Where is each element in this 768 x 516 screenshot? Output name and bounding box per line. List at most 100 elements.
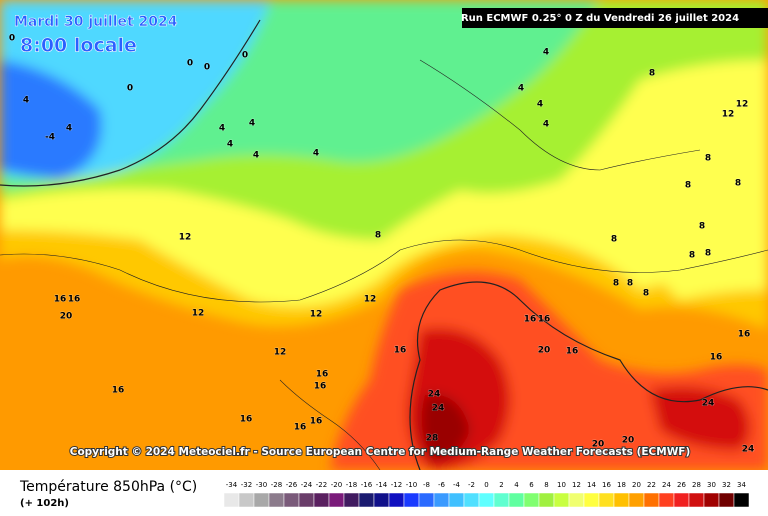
scale-label: 0 <box>484 481 488 489</box>
contour-label: 24 <box>742 445 755 455</box>
scale-swatch <box>268 492 285 508</box>
scale-swatch <box>313 492 330 508</box>
contour-label: 4 <box>249 119 255 129</box>
scale-label: -6 <box>438 481 446 489</box>
contour-label: 4 <box>313 149 319 159</box>
contour-label: 8 <box>613 279 619 289</box>
contour-label: 20 <box>622 436 635 446</box>
scale-swatch <box>523 492 540 508</box>
scale-label: -2 <box>468 481 475 489</box>
contour-label: 4 <box>537 100 543 110</box>
scale-swatch <box>403 492 420 508</box>
contour-label: 4 <box>219 124 225 134</box>
scale-label: -34 <box>226 481 238 489</box>
contour-label: 0 <box>127 84 133 94</box>
contour-label: 16 <box>710 353 723 363</box>
contour-label: 16 <box>54 295 67 305</box>
scale-label: -32 <box>241 481 252 489</box>
scale-swatch <box>283 492 300 508</box>
contour-label: 8 <box>643 289 649 299</box>
scale-label: -8 <box>423 481 430 489</box>
scale-swatch <box>643 492 660 508</box>
contour-label: 8 <box>611 235 617 245</box>
contour-label: 0 <box>187 59 193 69</box>
contour-label: 24 <box>702 399 715 409</box>
scale-label: 10 <box>557 481 566 489</box>
scale-label: -14 <box>376 481 388 489</box>
contour-label: 8 <box>705 154 711 164</box>
scale-swatch <box>328 492 345 508</box>
contour-label: 24 <box>428 390 441 400</box>
scale-swatch <box>613 492 630 508</box>
scale-label: -20 <box>331 481 342 489</box>
contour-label: 12 <box>310 310 323 320</box>
contour-label: 8 <box>689 251 695 261</box>
run-info: Run ECMWF 0.25° 0 Z du Vendredi 26 juill… <box>461 13 739 24</box>
contour-label: 16 <box>314 382 327 392</box>
contour-label: -4 <box>45 133 55 143</box>
scale-label: 6 <box>529 481 534 489</box>
run-box <box>462 8 768 28</box>
scale-label: -24 <box>301 481 313 489</box>
scale-swatch <box>673 492 690 508</box>
scale-swatch <box>238 492 255 508</box>
scale-label: -28 <box>271 481 282 489</box>
forecast-date: Mardi 30 juillet 2024 <box>14 14 178 30</box>
contour-label: 12 <box>722 110 735 120</box>
contour-label: 16 <box>294 423 307 433</box>
scale-swatch <box>703 492 720 508</box>
scale-label: 18 <box>617 481 626 489</box>
scale-label: -30 <box>256 481 267 489</box>
scale-label: 28 <box>692 481 701 489</box>
contour-label: 20 <box>538 346 551 356</box>
contour-label: 8 <box>649 69 655 79</box>
scale-swatch <box>718 492 735 508</box>
contour-label: 8 <box>685 181 691 191</box>
map-field <box>0 0 768 471</box>
legend-title: Température 850hPa (°C) <box>19 479 197 495</box>
scale-swatch <box>733 492 750 508</box>
contour-label: 4 <box>66 124 72 134</box>
contour-label: 4 <box>253 151 259 161</box>
scale-label: 4 <box>514 481 519 489</box>
contour-label: 16 <box>566 347 579 357</box>
scale-label: -26 <box>286 481 298 489</box>
contour-label: 16 <box>240 415 253 425</box>
scale-label: -18 <box>346 481 357 489</box>
lead-time: (+ 102h) <box>20 498 69 509</box>
scale-swatch <box>688 492 705 508</box>
contour-label: 16 <box>524 315 537 325</box>
contour-label: 4 <box>543 120 549 130</box>
scale-label: -12 <box>391 481 402 489</box>
contour-label: 20 <box>592 440 605 450</box>
scale-label: 12 <box>572 481 581 489</box>
contour-label: 4 <box>543 48 549 58</box>
contour-label: 12 <box>364 295 377 305</box>
contour-label: 8 <box>375 231 381 241</box>
contour-label: 16 <box>394 346 407 356</box>
scale-label: -16 <box>361 481 373 489</box>
scale-swatch <box>448 492 465 508</box>
contour-label: 28 <box>426 434 439 444</box>
scale-label: 20 <box>632 481 641 489</box>
scale-label: 24 <box>662 481 671 489</box>
contour-label: 12 <box>274 348 287 358</box>
contour-label: 12 <box>736 100 749 110</box>
contour-label: 8 <box>699 222 705 232</box>
contour-label: 8 <box>705 249 711 259</box>
scale-swatch <box>658 492 675 508</box>
contour-label: 4 <box>227 140 233 150</box>
contour-label: 20 <box>60 312 73 322</box>
contour-label: 8 <box>627 279 633 289</box>
scale-label: 8 <box>544 481 548 489</box>
contour-label: 16 <box>316 370 329 380</box>
scale-swatch <box>628 492 645 508</box>
scale-swatch <box>418 492 435 508</box>
scale-swatch <box>223 492 240 508</box>
scale-label: 22 <box>647 481 656 489</box>
contour-label: 16 <box>310 417 323 427</box>
scale-swatch <box>463 492 480 508</box>
scale-swatch <box>568 492 585 508</box>
scale-swatch <box>388 492 405 508</box>
